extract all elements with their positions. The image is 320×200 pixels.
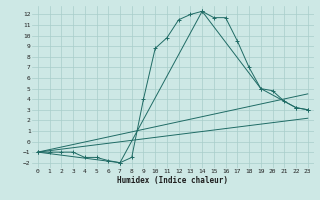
X-axis label: Humidex (Indice chaleur): Humidex (Indice chaleur) (117, 176, 228, 185)
